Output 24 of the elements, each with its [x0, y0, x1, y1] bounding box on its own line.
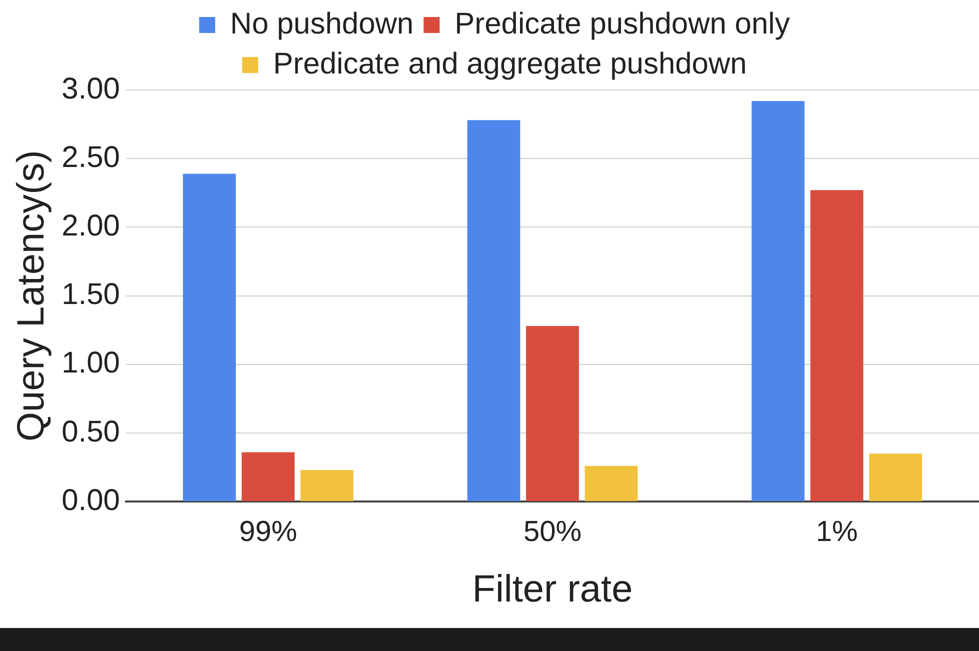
- y-tick-label: 1.00: [62, 346, 120, 380]
- legend-label: No pushdown: [230, 7, 414, 40]
- y-tick-label: 0.50: [62, 415, 120, 448]
- y-tick-label: 2.50: [62, 140, 120, 174]
- bar: [810, 190, 864, 502]
- x-tick-label: 50%: [523, 516, 582, 548]
- y-tick-label: 0.00: [62, 484, 120, 517]
- bar: [467, 120, 520, 502]
- y-tick-label: 2.00: [62, 209, 120, 242]
- legend-label: Predicate pushdown only: [454, 7, 790, 40]
- bar: [526, 326, 579, 502]
- bar: [182, 174, 236, 502]
- y-tick-label: 3.00: [62, 72, 120, 106]
- x-tick-label: 99%: [239, 516, 298, 548]
- x-axis-title: Filter rate: [472, 568, 633, 611]
- x-tick-label: 1%: [816, 516, 858, 548]
- legend-label: Predicate and aggregate pushdown: [273, 47, 747, 80]
- bar: [752, 100, 805, 502]
- bar: [584, 466, 638, 502]
- y-axis-title: Query Latency(s): [10, 150, 52, 442]
- bar: [242, 452, 295, 502]
- bar: [869, 454, 922, 502]
- bar: [300, 470, 354, 502]
- y-tick-label: 1.50: [62, 278, 120, 312]
